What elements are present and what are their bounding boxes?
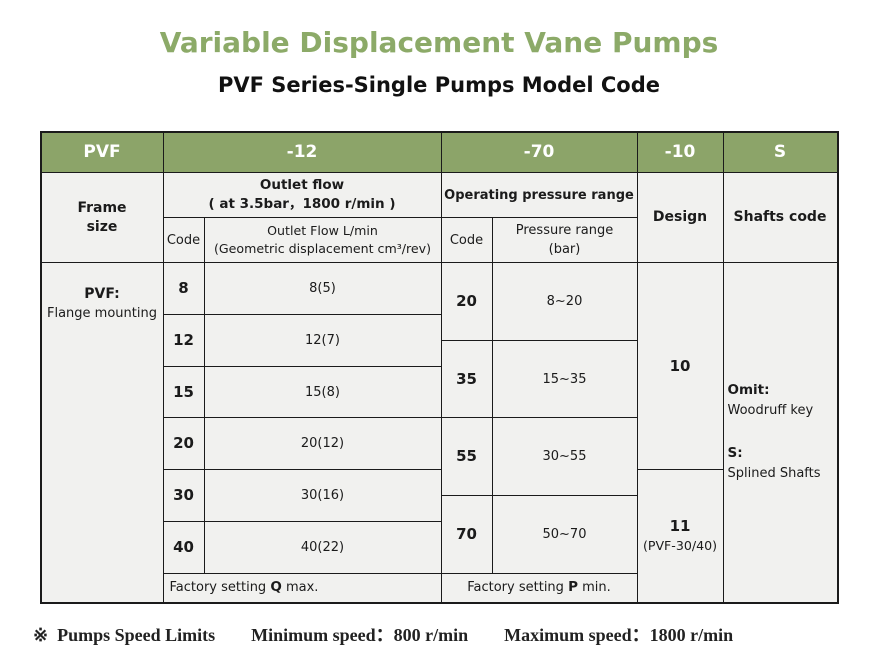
cell-flow-value-15: 15(8) [203,365,441,418]
column-header-frame-size: Frame size [41,172,163,262]
factory-pressure-text: Factory setting P min. [467,579,611,596]
cell-pressure-code-35: 35 [440,339,492,418]
shaft-option-s: S: Splined Shafts [728,443,821,484]
design-11-note: (PVF-30/40) [642,538,718,554]
header-model-shaft-segment: S [722,133,837,172]
design-11-code: 11 [669,517,691,536]
header-model-design-segment: -10 [636,133,723,172]
cell-flow-value-20: 20(12) [203,417,441,470]
column-header-shafts-code: Shafts code [722,172,837,262]
page-title: Variable Displacement Vane Pumps [159,26,719,59]
column-header-flow-code: Code [162,217,204,262]
page-subtitle: PVF Series-Single Pumps Model Code [217,73,661,97]
shaft-omit-text: Woodruff key [727,403,814,419]
cell-flow-code-8: 8 [162,262,204,314]
shaft-s-text: Splined Shafts [727,466,821,482]
reference-mark-icon: ※ [33,624,49,645]
column-header-pressure-desc: Pressure range (bar) [491,217,637,262]
cell-flow-value-40: 40(22) [203,521,441,573]
header-model-prefix: PVF [41,133,163,172]
cell-flow-code-30: 30 [162,469,204,522]
column-header-operating-pressure: Operating pressure range [440,172,637,217]
header-model-pressure-segment: -70 [440,133,637,172]
shaft-omit-label: Omit: [727,382,770,399]
cell-flow-code-40: 40 [162,521,204,573]
cell-flow-code-20: 20 [162,417,204,470]
column-header-pressure-code: Code [440,217,492,262]
frame-description: Flange mounting [47,306,157,321]
maximum-speed-text: Maximum speed：1800 r/min [504,624,734,645]
cell-pressure-code-55: 55 [440,417,492,496]
factory-flow-text: Factory setting Q max. [169,579,319,596]
column-header-design: Design [636,172,723,262]
cell-design-10: 10 [636,262,723,470]
cell-factory-setting-flow: Factory setting Q max. [162,572,441,602]
header-model-flow-segment: -12 [162,133,441,172]
cell-flow-value-12: 12(7) [203,313,441,366]
cell-pressure-code-70: 70 [440,495,492,573]
cell-flow-value-8: 8(5) [203,262,441,314]
cell-factory-setting-pressure: Factory setting P min. [440,572,637,602]
cell-pressure-range-20: 8~20 [491,262,637,340]
cell-pressure-range-55: 30~55 [491,417,637,496]
shaft-s-label: S: [727,445,743,462]
cell-shafts-options: Omit: Woodruff key S: Splined Shafts [722,262,837,602]
cell-flow-value-30: 30(16) [203,469,441,522]
speed-limits-label: Pumps Speed Limits [57,624,216,645]
shaft-option-omit: Omit: Woodruff key [728,380,814,421]
model-code-table: PVF -12 -70 -10 S Frame size Outlet flow… [39,131,839,604]
column-header-outlet-flow: Outlet flow ( at 3.5bar，1800 r/min ) [162,172,441,217]
cell-flow-code-15: 15 [162,365,204,418]
speed-limits-note: ※ Pumps Speed Limits Minimum speed：800 r… [0,621,878,647]
column-header-flow-desc: Outlet Flow L/min (Geometric displacemen… [203,217,441,262]
cell-design-11: 11 (PVF-30/40) [636,469,723,602]
cell-frame-mounting: PVF: Flange mounting [41,262,163,602]
cell-flow-code-12: 12 [162,313,204,366]
cell-pressure-range-35: 15~35 [491,339,637,418]
minimum-speed-text: Minimum speed：800 r/min [251,624,469,645]
frame-code-label: PVF: [84,286,120,302]
cell-pressure-code-20: 20 [440,262,492,340]
cell-pressure-range-70: 50~70 [491,495,637,573]
